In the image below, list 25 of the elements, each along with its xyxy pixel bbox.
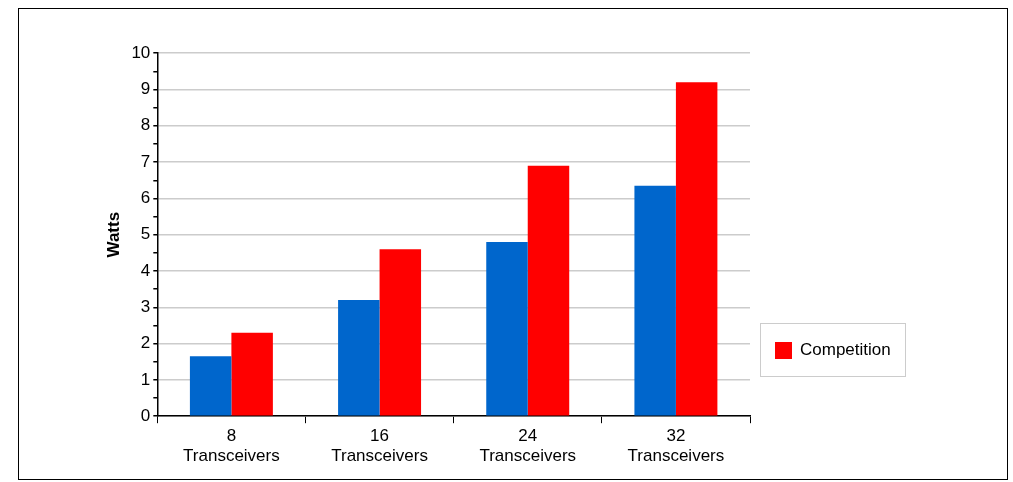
bar <box>527 165 570 416</box>
y-tick-label: 7 <box>140 151 151 171</box>
bar <box>189 356 232 416</box>
bar <box>486 241 528 416</box>
x-tick-label: 8 Transceivers <box>183 426 280 466</box>
y-tick-label: 6 <box>140 188 151 208</box>
y-tick-label: 10 <box>131 42 151 62</box>
bar <box>231 332 273 416</box>
y-axis-title: Watts <box>103 211 123 258</box>
bar <box>675 82 718 416</box>
bar <box>379 249 422 416</box>
y-tick-label: 2 <box>140 333 151 353</box>
y-tick-label: 8 <box>140 115 151 135</box>
x-tick-label: 16 Transceivers <box>331 426 428 466</box>
y-tick-label: 1 <box>140 369 151 389</box>
x-tick-label: 24 Transceivers <box>479 426 577 466</box>
bar <box>338 300 380 416</box>
y-tick-label: 9 <box>140 79 151 99</box>
y-tick-label: 3 <box>140 296 151 316</box>
y-tick-label: 5 <box>140 224 151 244</box>
y-tick-label: 4 <box>140 260 151 280</box>
bar <box>634 185 676 416</box>
x-tick-label: 32 Transceivers <box>627 426 725 466</box>
legend-label: Competition <box>800 340 891 360</box>
y-tick-label: 0 <box>140 405 151 425</box>
